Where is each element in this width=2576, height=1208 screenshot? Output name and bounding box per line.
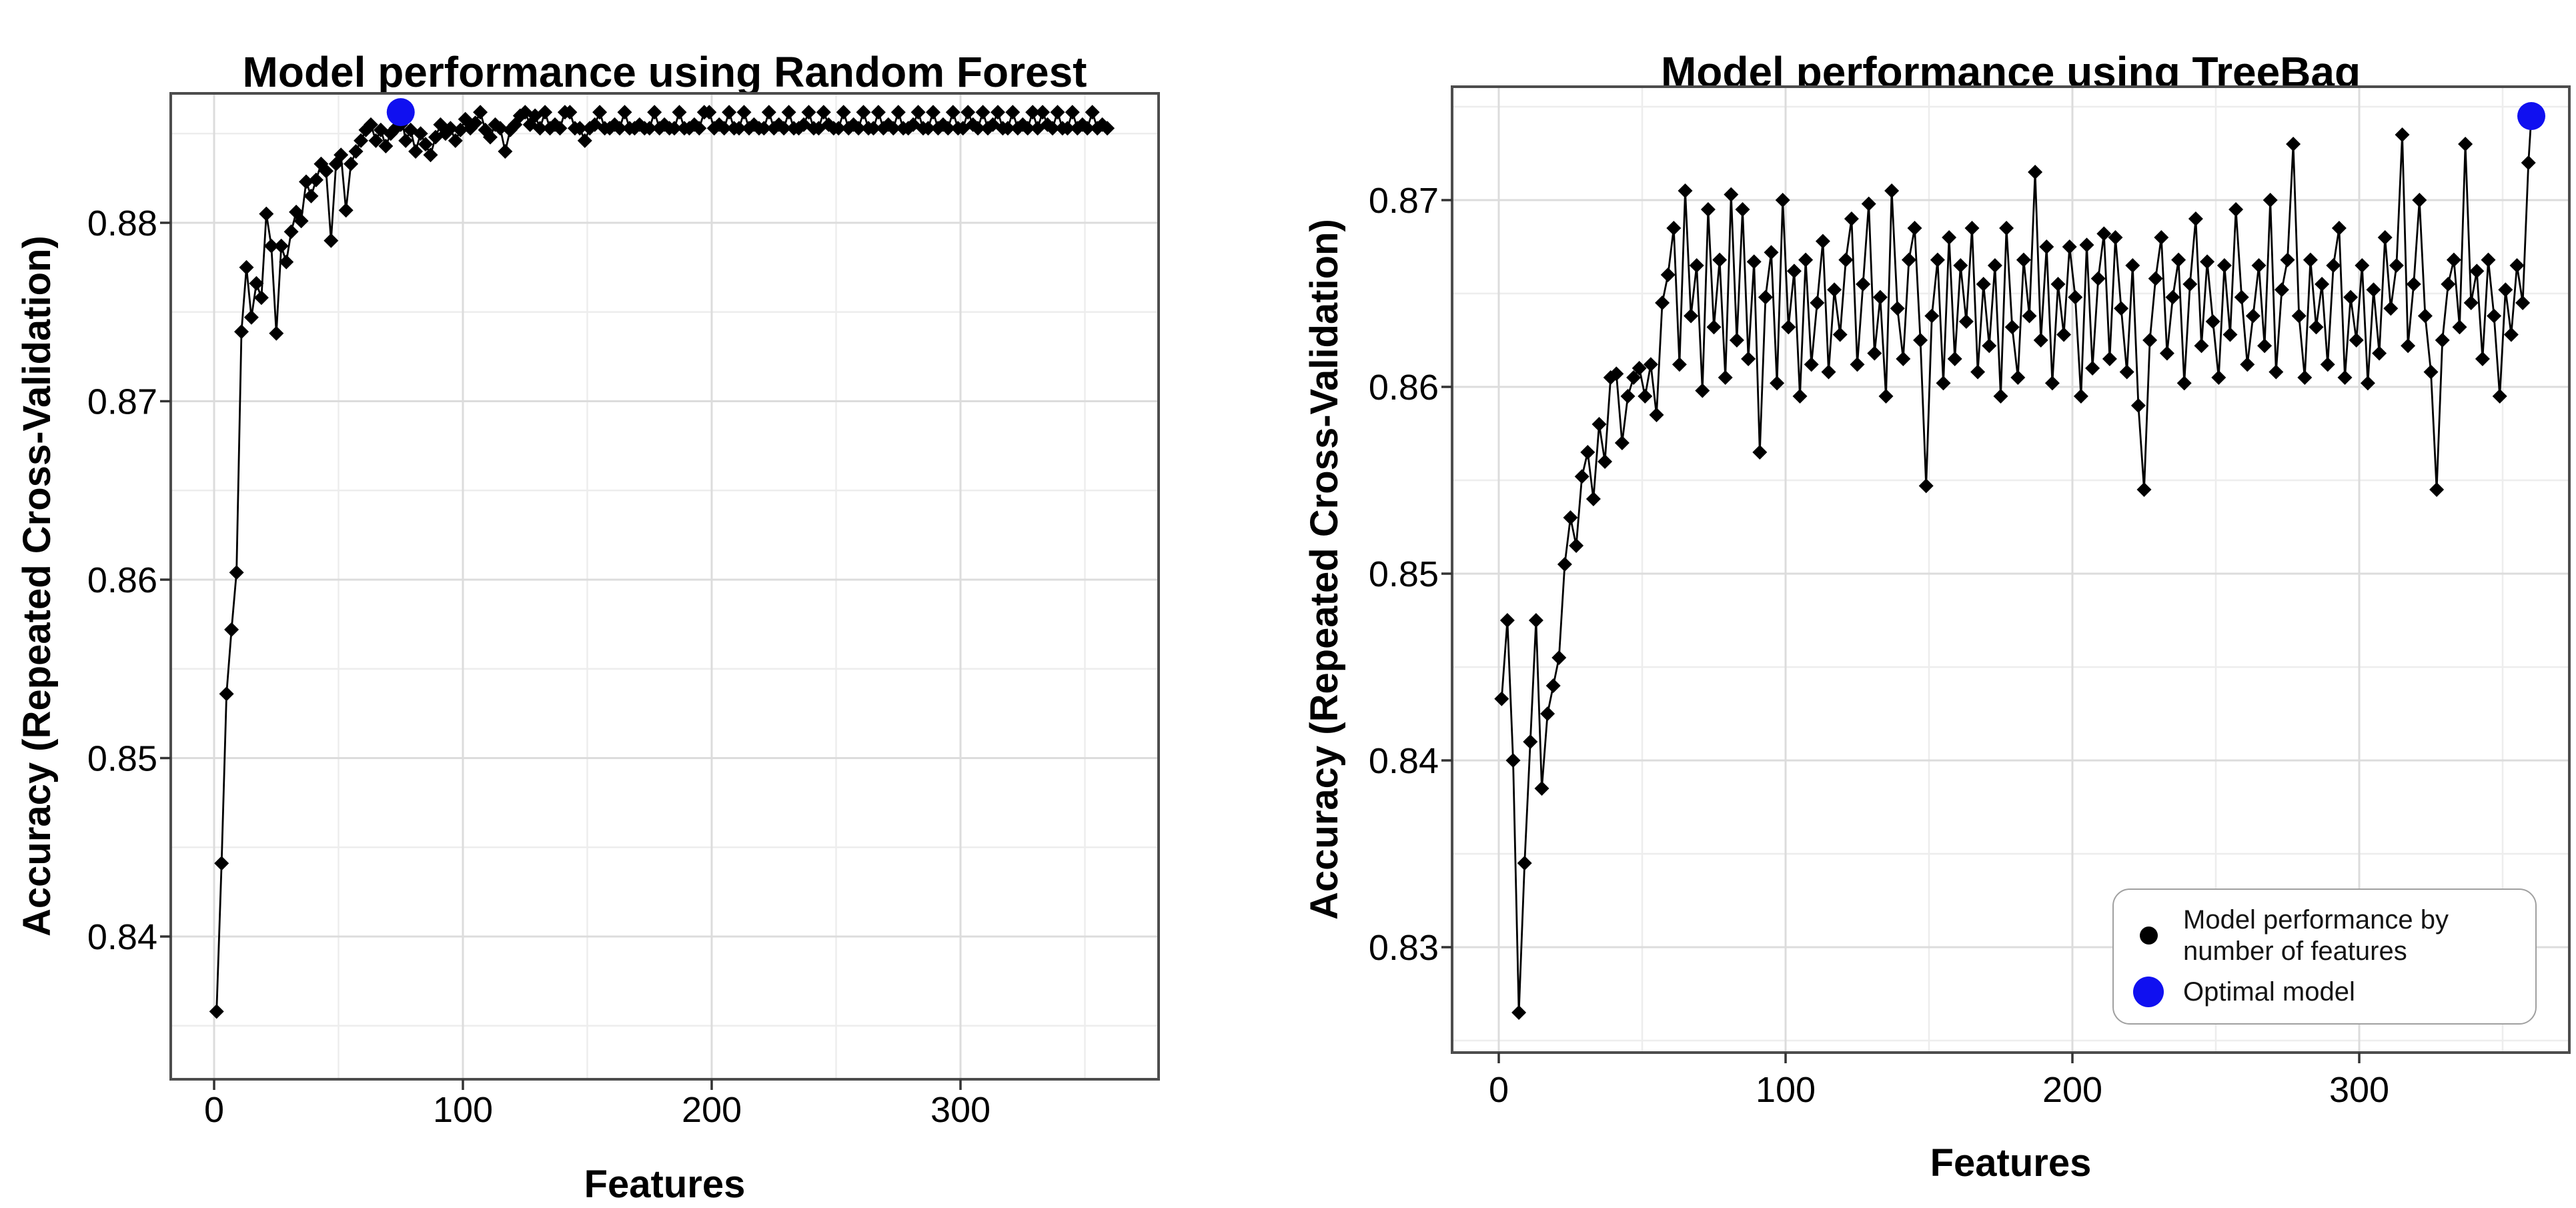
y-tick-label: 0.86 (1369, 368, 1439, 408)
y-tick-label: 0.84 (87, 917, 157, 957)
panel-background (171, 93, 1159, 1079)
x-tick-label: 300 (2329, 1070, 2389, 1110)
tick-labels: 0 100 200 300 0.84 0.85 0.86 0.87 0.88 (87, 203, 991, 1130)
y-tick-label: 0.88 (87, 203, 157, 243)
x-axis-title: Features (584, 1163, 746, 1206)
y-tick-label: 0.87 (1369, 181, 1439, 221)
x-tick-label: 100 (433, 1090, 493, 1130)
legend-box: Model performance by number of features … (2112, 888, 2537, 1025)
tick-marks (1441, 199, 2361, 1063)
tick-marks (160, 221, 962, 1090)
x-tick-label: 300 (930, 1090, 991, 1130)
plot-area-random-forest: 0 100 200 300 0.84 0.85 0.86 0.87 0.88 (87, 92, 1160, 1130)
chart-random-forest: Model performance using Random Forest Ac… (15, 48, 1160, 1206)
legend-item-performance: Model performance by number of features (2130, 904, 2529, 967)
grid-minor (171, 93, 1159, 1079)
optimal-point (2517, 102, 2545, 130)
x-tick-label: 0 (1489, 1070, 1509, 1110)
legend-item-label: Model performance by number of features (2183, 905, 2449, 966)
y-tick-label: 0.84 (1369, 741, 1439, 781)
grid-major (171, 93, 1159, 1079)
tick-labels: 0 100 200 300 0.83 0.84 0.85 0.86 0.87 (1369, 181, 2389, 1110)
x-tick-label: 200 (2042, 1070, 2102, 1110)
y-tick-label: 0.83 (1369, 928, 1439, 968)
legend-item-optimal: Optimal model (2130, 976, 2529, 1008)
chart-title: Model performance using Random Forest (242, 48, 1087, 97)
y-tick-label: 0.86 (87, 560, 157, 600)
blue-dot-icon (2130, 976, 2167, 1007)
x-tick-label: 200 (682, 1090, 742, 1130)
black-dot-icon (2130, 927, 2167, 945)
legend-item-label: Optimal model (2183, 977, 2355, 1007)
data-layer (209, 98, 1115, 1019)
y-tick-label: 0.85 (87, 739, 157, 779)
y-tick-label: 0.85 (1369, 554, 1439, 594)
chart-treebag: Model performance using TreeBag Accuracy… (1288, 0, 2576, 1208)
panel-border (169, 92, 1160, 1081)
plot-area-treebag: 0 100 200 300 0.83 0.84 0.85 0.86 0.87 (1369, 85, 2571, 1110)
x-axis-title: Features (1930, 1141, 2092, 1185)
panel-border (1451, 85, 2571, 1054)
x-tick-label: 0 (204, 1090, 224, 1130)
y-tick-label: 0.87 (87, 382, 157, 422)
x-tick-label: 100 (1756, 1070, 1816, 1110)
optimal-point (386, 98, 415, 127)
data-layer (1494, 102, 2545, 1020)
